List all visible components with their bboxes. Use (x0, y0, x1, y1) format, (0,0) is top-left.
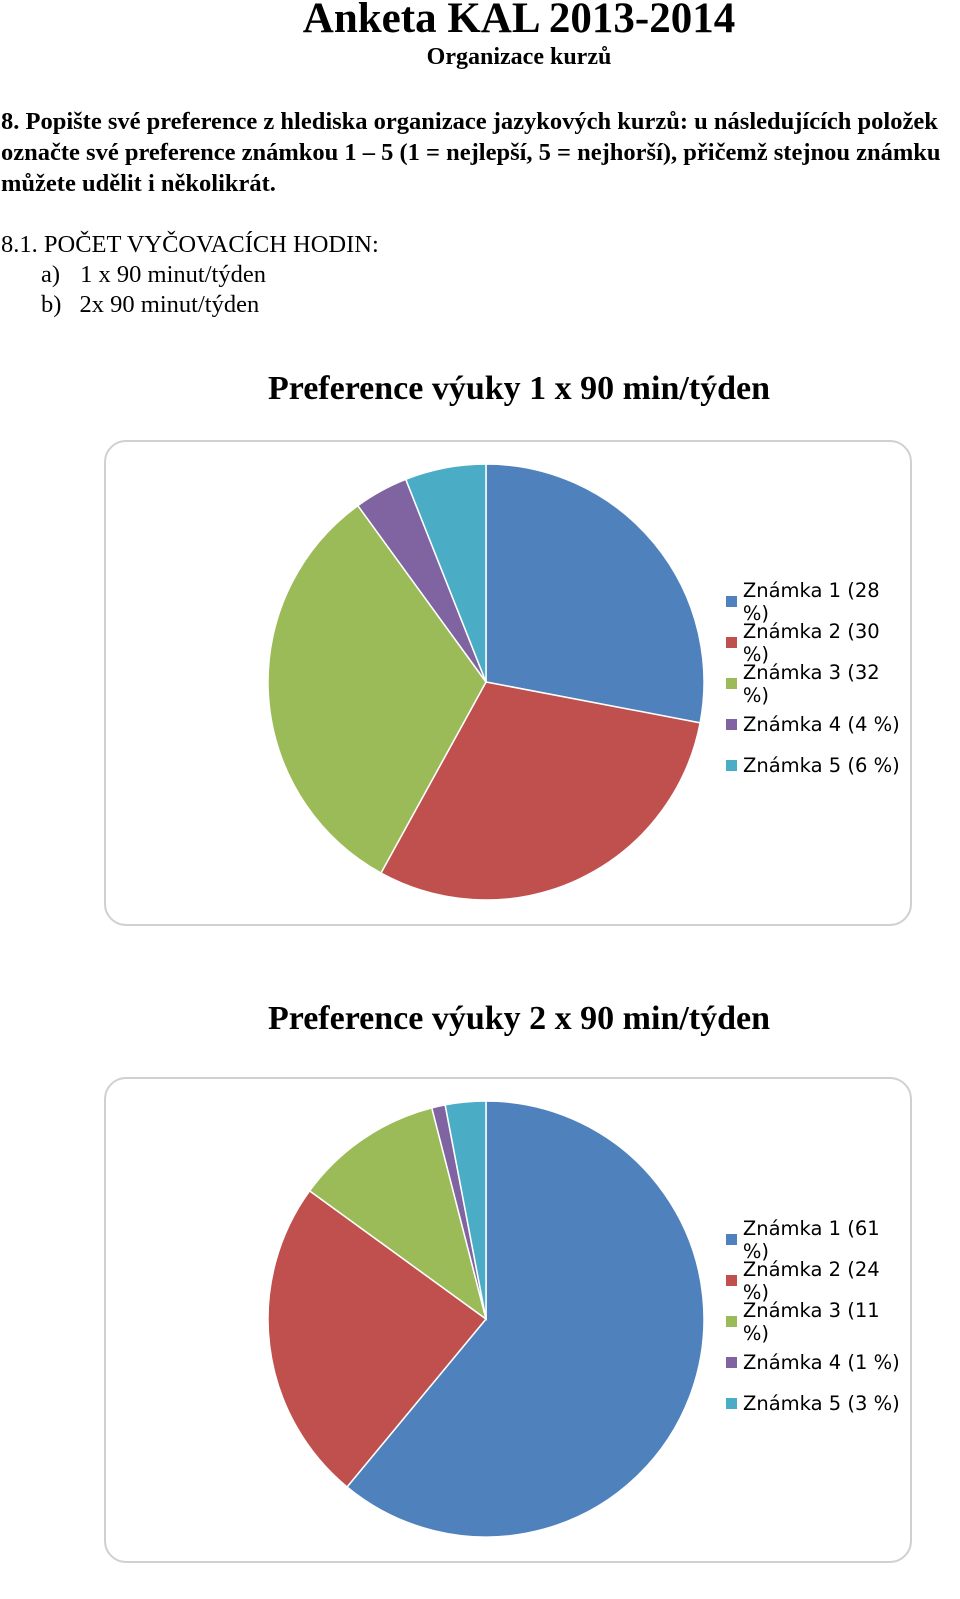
legend-label: Známka 1 (28 %) (742, 578, 880, 625)
pie-chart-1 (267, 463, 705, 901)
pie-slice-5 (404, 463, 487, 683)
legend-label: Známka 2 (24 %) (742, 1257, 880, 1304)
legend-label: Známka 1 (61 %) (742, 1216, 880, 1263)
legend-swatch (726, 760, 737, 771)
legend-label: Známka 5 (3 %) (743, 1392, 900, 1415)
chart-1-legend: Známka 1 (28 %) Známka 2 (30 %) Známka 3 (… (726, 578, 910, 786)
option-b: b) 2x 90 minut/týden (1, 290, 379, 320)
pie-slice-3 (308, 1106, 488, 1321)
legend-item: Známka 1 (28 %) (726, 578, 910, 625)
legend-swatch (726, 678, 737, 689)
legend-label: Známka 4 (1 %) (743, 1351, 900, 1374)
legend-item: Známka 4 (4 %) (726, 704, 910, 745)
chart-1-frame: Známka 1 (28 %) Známka 2 (30 %) Známka 3 (… (104, 440, 912, 926)
legend-swatch (726, 1234, 737, 1245)
chart-2-legend: Známka 1 (61 %) Známka 2 (24 %) Známka 3 (… (726, 1216, 910, 1424)
pie-slice-1 (345, 1100, 705, 1538)
document-subtitle: Organizace kurzů (426, 44, 612, 70)
legend-swatch (726, 637, 737, 648)
option-a: a) 1 x 90 minut/týden (1, 260, 379, 290)
legend-item: Známka 3 (32 %) (726, 660, 910, 707)
legend-item: Známka 4 (1 %) (726, 1342, 910, 1383)
legend-swatch (726, 719, 737, 730)
pie-slice-3 (267, 504, 487, 875)
option-marker: a) (41, 261, 61, 288)
legend-item: Známka 5 (6 %) (726, 745, 910, 786)
legend-label: Známka 4 (4 %) (743, 713, 900, 736)
pie-slice-1 (485, 463, 705, 724)
section-8-1: 8.1. POČET VYČOVACÍCH HODIN: a) 1 x 90 m… (1, 230, 379, 320)
question-text: 8. Popište své preference z hlediska org… (1, 108, 941, 197)
legend-swatch (726, 1316, 737, 1327)
legend-swatch (726, 1398, 737, 1409)
pie-slice-5 (444, 1100, 487, 1320)
legend-label: Známka 3 (32 %) (742, 660, 880, 707)
legend-label: Známka 5 (6 %) (743, 754, 900, 777)
legend-item: Známka 1 (61 %) (726, 1216, 910, 1263)
legend-item: Známka 2 (30 %) (726, 619, 910, 666)
chart-1-title: Preference výuky 1 x 90 min/týden (267, 370, 771, 407)
legend-label: Známka 2 (30 %) (742, 619, 880, 666)
legend-item: Známka 3 (11 %) (726, 1298, 910, 1345)
legend-swatch (726, 1357, 737, 1368)
legend-swatch (726, 1275, 737, 1286)
legend-item: Známka 2 (24 %) (726, 1257, 910, 1304)
pie-slice-2 (379, 681, 702, 901)
document-title: Anketa KAL 2013-2014 (302, 0, 736, 42)
section-heading: 8.1. POČET VYČOVACÍCH HODIN: (1, 231, 379, 258)
legend-swatch (726, 596, 737, 607)
option-marker: b) (41, 291, 62, 318)
chart-2-frame: Známka 1 (61 %) Známka 2 (24 %) Známka 3 (… (104, 1077, 912, 1563)
legend-item: Známka 5 (3 %) (726, 1383, 910, 1424)
pie-slice-2 (267, 1189, 488, 1489)
chart-2-title: Preference výuky 2 x 90 min/týden (267, 1000, 771, 1037)
option-text: 2x 90 minut/týden (79, 291, 260, 318)
option-text: 1 x 90 minut/týden (80, 261, 266, 288)
legend-label: Známka 3 (11 %) (742, 1298, 880, 1345)
pie-chart-2 (267, 1100, 705, 1538)
